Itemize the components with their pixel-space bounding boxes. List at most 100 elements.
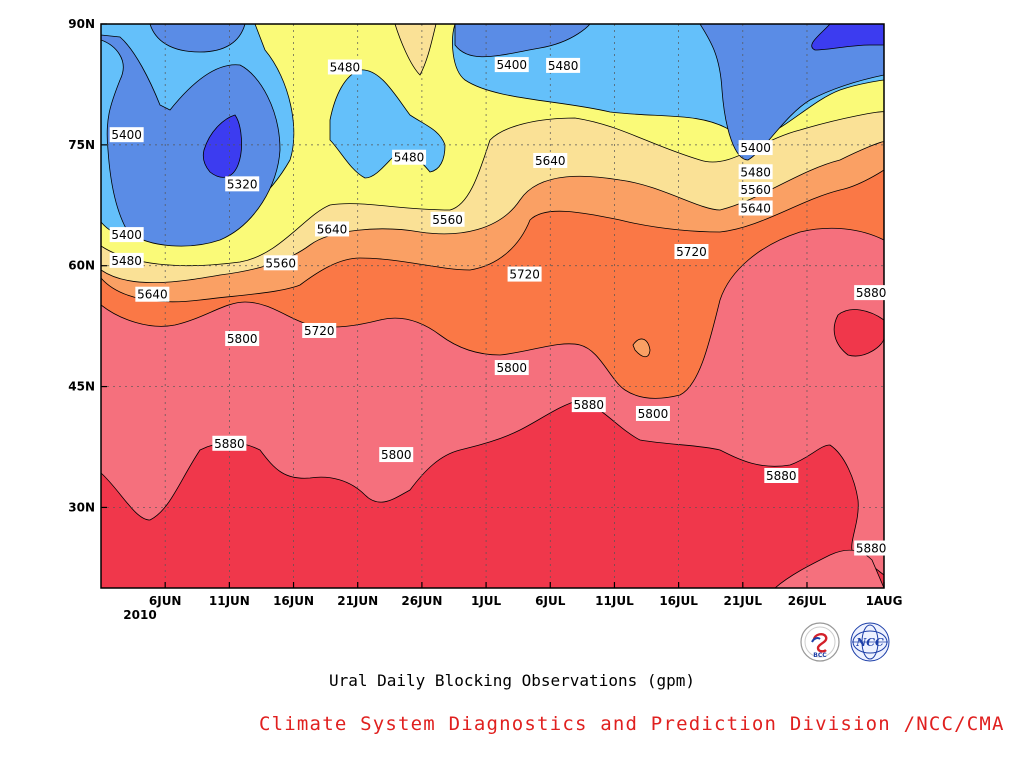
- x-tick-label: 1AUG: [866, 594, 903, 608]
- contour-label-text: 5400: [111, 128, 142, 142]
- contour-label-text: 5880: [214, 437, 245, 451]
- contour-label: 5880: [764, 468, 799, 484]
- contour-label-text: 5880: [856, 286, 887, 300]
- x-tick-label: 11JUN: [209, 594, 250, 608]
- contour-label: 5800: [635, 405, 670, 421]
- contour-label: 5880: [212, 435, 247, 451]
- contour-label-bg: [430, 211, 465, 227]
- contour-label: 5640: [315, 221, 350, 237]
- contour-label-bg: [854, 285, 889, 301]
- tick-layer: 6JUN 11JUN 16JUN 21JUN 26JUN 1JUL 6JUL 11JUL 16J…: [68, 17, 902, 608]
- contour-label-text: 5800: [381, 448, 412, 462]
- bcc-ncc-logos: BCC NCC: [800, 622, 890, 662]
- contour-label-text: 5400: [496, 58, 527, 72]
- contour-label-text: 5720: [676, 245, 707, 259]
- contour-label-bg: [635, 405, 670, 421]
- band-5320-low: [202, 114, 242, 178]
- contour-label-bg: [494, 57, 529, 73]
- contour-label-bg: [764, 468, 799, 484]
- contour-label-bg: [212, 435, 247, 451]
- y-tick-label: 75N: [68, 138, 95, 152]
- contour-label: 5400: [109, 227, 144, 243]
- y-tick-label: 30N: [68, 500, 95, 514]
- band-5400-northeast: [454, 24, 591, 58]
- contour-label-text: 5720: [304, 324, 335, 338]
- contour-label-text: 5320: [227, 177, 258, 191]
- bcc-logo: BCC: [800, 622, 840, 662]
- contour-label-text: 5880: [766, 469, 797, 483]
- contour-label-layer: 5480 5400 5480 5400 5320 5480 5640 5400 5480 5560…: [109, 57, 889, 556]
- contour-label-text: 5560: [432, 213, 463, 227]
- contour-label: 5880: [571, 397, 606, 413]
- x-tick-label: 6JUN: [149, 594, 182, 608]
- ncc-logo: NCC: [850, 622, 890, 662]
- contour-label-bg: [315, 221, 350, 237]
- contour-label-bg: [533, 152, 568, 168]
- contour-label: 5480: [546, 57, 581, 73]
- band-5800-bottom-right: [774, 549, 884, 588]
- contour-label-text: 5880: [856, 542, 887, 556]
- contour-label: 5480: [109, 252, 144, 268]
- contour-label: 5560: [430, 211, 465, 227]
- contour-label: 5800: [494, 360, 529, 376]
- contour-label-bg: [302, 322, 337, 338]
- band-5400-northeast-2: [699, 24, 884, 161]
- band-5880-patch: [833, 309, 884, 357]
- contour-label-bg: [854, 540, 889, 556]
- band-5720-island: [632, 338, 651, 358]
- contour-label: 5320: [225, 176, 260, 192]
- x-tick-label: 16JUL: [659, 594, 698, 608]
- contour-label: 5640: [135, 286, 170, 302]
- contour-label: 5720: [507, 266, 542, 282]
- contour-label: 5800: [225, 331, 260, 347]
- contour-label: 5720: [302, 322, 337, 338]
- contour-fill-layer: [101, 24, 884, 588]
- contour-label-text: 5640: [137, 288, 168, 302]
- contour-label: 5640: [533, 152, 568, 168]
- contour-label: 5480: [327, 59, 362, 75]
- contour-label-bg: [546, 57, 581, 73]
- contour-label-text: 5560: [740, 183, 771, 197]
- y-tick-label: 60N: [68, 259, 95, 273]
- svg-text:NCC: NCC: [855, 636, 884, 649]
- contour-label-bg: [109, 127, 144, 143]
- contour-label-bg: [738, 164, 773, 180]
- x-tick-label: 16JUN: [273, 594, 314, 608]
- contour-label: 5480: [738, 164, 773, 180]
- band-5560-top: [394, 24, 437, 76]
- contour-label-bg: [225, 176, 260, 192]
- contour-label-text: 5400: [111, 228, 142, 242]
- contour-label-text: 5400: [740, 141, 771, 155]
- contour-label: 5800: [379, 447, 414, 463]
- contour-label-bg: [109, 227, 144, 243]
- x-tick-label: 6JUL: [535, 594, 566, 608]
- band-5400-northwest-cap: [149, 24, 246, 53]
- contour-label: 5480: [392, 149, 427, 165]
- x-tick-label: 26JUN: [401, 594, 442, 608]
- contour-label-bg: [507, 266, 542, 282]
- chart-title: Ural Daily Blocking Observations (gpm): [328, 671, 696, 690]
- contour-label-text: 5640: [740, 202, 771, 216]
- contour-label-bg: [738, 140, 773, 156]
- contour-label-text: 5640: [317, 222, 348, 236]
- x-tick-label: 26JUL: [788, 594, 827, 608]
- y-tick-label: 45N: [68, 380, 95, 394]
- contour-label: 5400: [109, 127, 144, 143]
- x-tick-label: 11JUL: [595, 594, 634, 608]
- svg-text:BCC: BCC: [813, 652, 827, 659]
- contour-label-text: 5480: [330, 61, 361, 75]
- contour-label-text: 5480: [394, 151, 425, 165]
- x-tick-label: 1JUL: [471, 594, 502, 608]
- x-year-label: 2010: [123, 608, 156, 622]
- plot-frame: [100, 23, 885, 589]
- contour-label-bg: [379, 447, 414, 463]
- contour-label-bg: [327, 59, 362, 75]
- x-tick-label: 21JUL: [724, 594, 763, 608]
- contour-label-text: 5480: [111, 254, 142, 268]
- contour-label-bg: [109, 252, 144, 268]
- contour-label-bg: [392, 149, 427, 165]
- contour-label: 5880: [854, 540, 889, 556]
- y-tick-label: 90N: [68, 17, 95, 31]
- contour-label-bg: [494, 360, 529, 376]
